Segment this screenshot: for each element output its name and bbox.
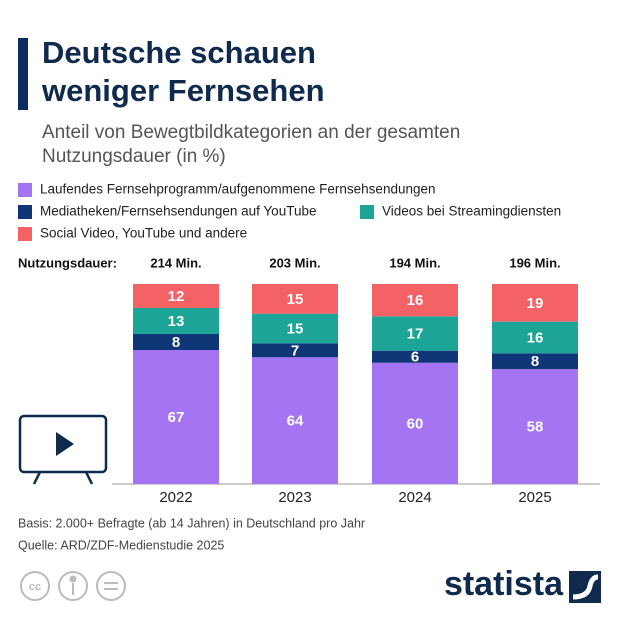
legend-label: Mediatheken/Fernsehsendungen auf YouTube: [40, 204, 316, 219]
data-label: 16: [527, 329, 544, 346]
legend-swatch: [18, 205, 32, 219]
bar-segment: [492, 321, 578, 354]
brand-mark: [569, 571, 601, 603]
bar-segment: [252, 357, 338, 484]
totals-row: [0, 255, 620, 273]
data-label: 67: [168, 409, 185, 426]
cc-icon: cc: [29, 581, 41, 593]
x-tick-label: 2023: [278, 489, 311, 506]
legend-swatch: [360, 205, 374, 219]
data-label: 15: [287, 291, 304, 308]
data-label: 15: [287, 321, 304, 338]
data-label: 12: [168, 288, 185, 305]
bar-segment: [252, 343, 338, 358]
bar-segment: [492, 284, 578, 322]
note: Quelle: ARD/ZDF-Medienstudie 2025: [18, 538, 224, 552]
bar-segment: [252, 313, 338, 344]
x-tick-label: 2025: [518, 489, 551, 506]
license-icons: [20, 571, 126, 601]
bar-segment: [492, 369, 578, 484]
data-label: 13: [168, 313, 185, 330]
bar-segment: [372, 362, 458, 484]
legend-label: Social Video, YouTube und andere: [40, 226, 247, 241]
title-bar: [18, 38, 28, 110]
bar-segment: [133, 284, 219, 308]
legend-label: Laufendes Fernsehprogramm/aufgenommene F…: [40, 182, 436, 197]
totals-title: Nutzungsdauer:: [18, 255, 117, 270]
total-label: 203 Min.: [269, 255, 320, 270]
data-label: 8: [172, 334, 180, 351]
data-label: 60: [407, 415, 424, 432]
bar-segment: [133, 350, 219, 484]
chart-title: Deutsche schauen: [42, 35, 316, 70]
total-label: 214 Min.: [150, 255, 201, 270]
bar-segment: [372, 284, 458, 317]
note: Basis: 2.000+ Befragte (ab 14 Jahren) in…: [18, 516, 365, 530]
data-label: 58: [527, 419, 544, 436]
bar-segment: [133, 308, 219, 334]
x-tick-label: 2024: [398, 489, 431, 506]
bar-segment: [372, 350, 458, 363]
brand-logo: statista: [444, 565, 564, 603]
x-tick-label: 2022: [159, 489, 192, 506]
data-label: 17: [407, 325, 424, 342]
legend-swatch: [18, 227, 32, 241]
bar-segment: [372, 316, 458, 351]
total-label: 196 Min.: [509, 255, 560, 270]
chart-subtitle: Anteil von Bewegtbildkategorien an der g…: [42, 122, 460, 143]
data-label: 19: [527, 295, 544, 312]
data-label: 16: [407, 292, 424, 309]
legend-label: Videos bei Streamingdiensten: [382, 204, 561, 219]
data-label: 6: [411, 349, 419, 366]
tv-icon: [18, 414, 108, 485]
data-label: 64: [287, 413, 304, 430]
data-label: 8: [531, 353, 539, 370]
bar-segment: [492, 353, 578, 370]
legend-swatch: [18, 183, 32, 197]
bar-segment: [252, 284, 338, 314]
bar-segment: [133, 334, 219, 350]
chart-subtitle: Nutzungsdauer (in %): [42, 146, 226, 167]
data-label: 7: [291, 342, 299, 359]
chart-title: weniger Fernsehen: [41, 73, 325, 108]
total-label: 194 Min.: [389, 255, 440, 270]
